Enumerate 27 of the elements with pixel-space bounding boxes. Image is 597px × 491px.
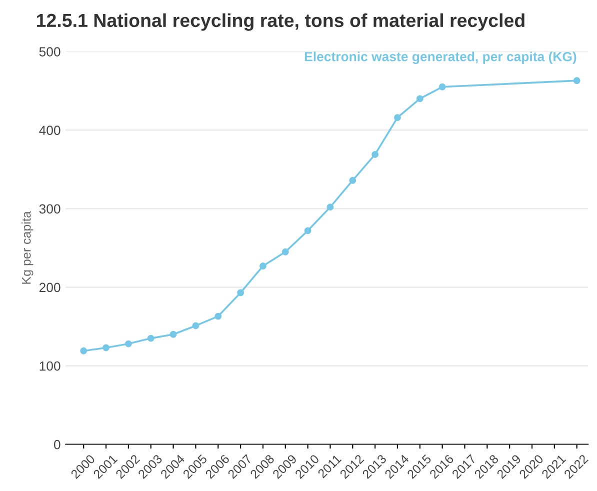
y-axis-title: Kg per capita	[22, 211, 34, 284]
point	[416, 95, 424, 102]
y-tick-label: 300	[39, 204, 60, 214]
point	[192, 322, 200, 330]
point	[326, 204, 334, 211]
point	[102, 344, 110, 352]
point	[124, 340, 132, 348]
y-tick-label: 100	[40, 361, 60, 371]
point	[573, 77, 580, 84]
point	[394, 114, 401, 122]
point	[282, 248, 289, 256]
point	[349, 176, 356, 184]
point	[438, 83, 446, 90]
point	[80, 347, 88, 354]
y-tick-label: 500	[39, 47, 60, 56]
point	[147, 334, 154, 342]
chart-title: 12.5.1 National recycling rate, tons of material recycled	[37, 13, 524, 31]
point	[372, 150, 379, 158]
y-tick-label: 200	[39, 282, 60, 292]
y-tick-label: 400	[39, 126, 60, 136]
point	[304, 227, 312, 234]
point	[237, 289, 244, 296]
point	[214, 312, 222, 320]
point	[259, 262, 266, 270]
point	[170, 330, 177, 338]
series-label: Electronic waste generated, per capita (KG)	[304, 52, 576, 64]
y-tick-label: 0	[54, 440, 60, 450]
